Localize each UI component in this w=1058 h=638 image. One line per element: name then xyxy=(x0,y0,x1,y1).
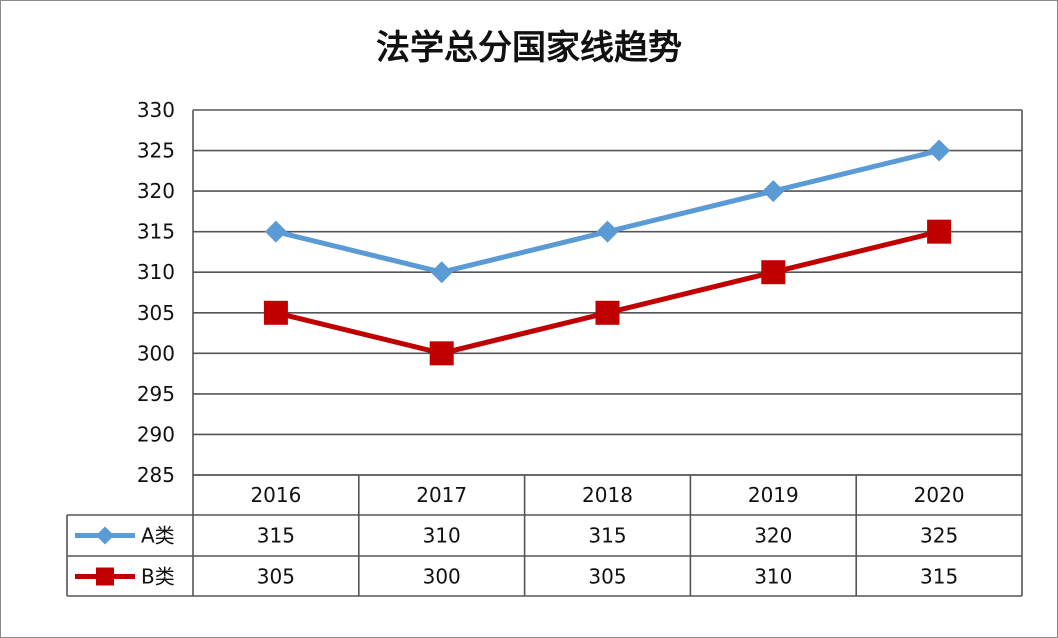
data-table: 2016 2017 2018 2019 2020 A类 315 310 315 320 325 B类 3… xyxy=(66,474,1023,597)
table-value-cell: 305 xyxy=(257,565,295,589)
chart-title: 法学总分国家线趋势 xyxy=(376,28,682,68)
y-axis-ticks: 285 290 295 300 305 310 315 320 325 330 xyxy=(137,98,175,487)
y-tick-label: 315 xyxy=(137,220,175,244)
data-point-diamond xyxy=(928,139,951,162)
y-tick-label: 325 xyxy=(137,139,175,163)
table-value-cell: 320 xyxy=(754,524,792,548)
data-point-square xyxy=(761,260,786,285)
data-point-square xyxy=(263,300,288,325)
y-tick-label: 290 xyxy=(137,422,175,446)
table-value-cell: 325 xyxy=(920,524,958,548)
y-tick-label: 320 xyxy=(137,179,175,203)
y-tick-label: 285 xyxy=(137,463,175,487)
data-point-diamond xyxy=(264,220,287,243)
y-tick-label: 295 xyxy=(137,382,175,406)
data-point-diamond xyxy=(762,180,785,203)
y-tick-label: 300 xyxy=(137,341,175,365)
table-value-cell: 310 xyxy=(423,524,461,548)
x-category-label: 2017 xyxy=(416,483,467,507)
data-point-diamond xyxy=(430,261,453,284)
x-category-label: 2018 xyxy=(582,483,633,507)
table-value-cell: 300 xyxy=(423,565,461,589)
y-tick-label: 330 xyxy=(137,98,175,122)
table-value-cell: 305 xyxy=(588,565,626,589)
x-category-label: 2019 xyxy=(748,483,799,507)
gridlines xyxy=(192,109,1023,476)
legend-label: B类 xyxy=(141,565,175,589)
x-category-label: 2016 xyxy=(250,483,301,507)
table-value-cell: 310 xyxy=(754,565,792,589)
table-value-cell: 315 xyxy=(588,524,626,548)
table-value-cell: 315 xyxy=(920,565,958,589)
table-value-cell: 315 xyxy=(257,524,295,548)
data-point-square xyxy=(429,341,454,366)
legend-key-marker-square xyxy=(96,567,114,586)
legend-key-marker-diamond xyxy=(96,526,114,545)
y-tick-label: 305 xyxy=(137,301,175,325)
data-point-diamond xyxy=(596,220,619,243)
y-tick-label: 310 xyxy=(137,260,175,284)
data-point-square xyxy=(595,300,620,325)
series-line xyxy=(275,229,940,356)
series-layer xyxy=(263,139,952,366)
x-category-label: 2020 xyxy=(914,483,965,507)
legend-label: A类 xyxy=(141,524,175,548)
data-point-square xyxy=(927,219,952,244)
